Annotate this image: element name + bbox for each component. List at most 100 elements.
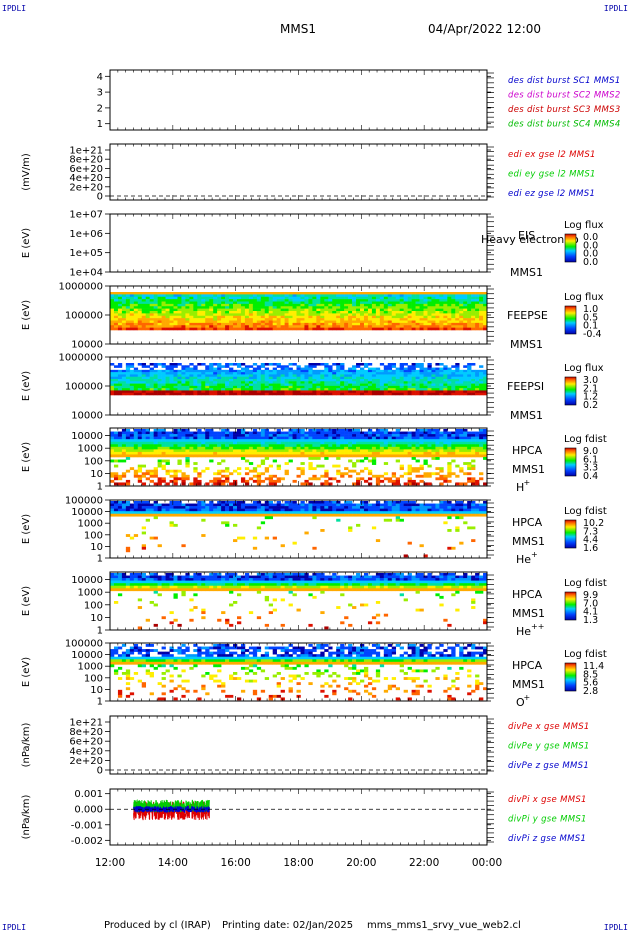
- heatmap-cell: [113, 318, 119, 321]
- heatmap-cell: [320, 372, 325, 375]
- heatmap-cell: [129, 388, 135, 391]
- heatmap-cell: [276, 464, 281, 468]
- heatmap-cell: [193, 385, 198, 389]
- heatmap-cell: [348, 292, 353, 295]
- heatmap-cell: [328, 322, 333, 326]
- heatmap-cell: [141, 363, 147, 366]
- heatmap-cell: [169, 508, 174, 512]
- heatmap-cell: [121, 385, 127, 389]
- heatmap-cell: [268, 388, 274, 391]
- heatmap-cell: [391, 299, 397, 302]
- heatmap-cell: [336, 294, 341, 298]
- heatmap-cell: [427, 439, 432, 443]
- heatmap-cell: [435, 429, 440, 432]
- heatmap-cell: [205, 318, 210, 321]
- heatmap-cell: [125, 327, 131, 331]
- heatmap-cell: [169, 431, 174, 435]
- heatmap-cell: [236, 294, 242, 298]
- heatmap-cell: [229, 311, 234, 314]
- heatmap-cell: [316, 318, 321, 321]
- heatmap-cell: [268, 308, 274, 312]
- heatmap-cell: [213, 446, 218, 450]
- heatmap-cell: [197, 313, 202, 317]
- heatmap-cell: [240, 376, 246, 380]
- heatmap-cell: [129, 376, 135, 380]
- heatmap-cell: [356, 365, 361, 368]
- heatmap-cell: [213, 388, 218, 391]
- heatmap-cell: [483, 311, 488, 314]
- heatmap-cell: [367, 301, 373, 305]
- heatmap-cell: [189, 367, 194, 371]
- heatmap-cell: [284, 372, 289, 375]
- heatmap-cell: [197, 381, 202, 384]
- heatmap-cell: [169, 434, 174, 437]
- heatmap-cell: [225, 308, 230, 312]
- heatmap-cell: [312, 434, 317, 437]
- heatmap-cell: [173, 320, 178, 324]
- heatmap-cell: [169, 503, 174, 507]
- heatmap-cell: [185, 434, 190, 437]
- heatmap-cell: [363, 318, 369, 321]
- heatmap-cell: [129, 311, 135, 314]
- heatmap-cell: [399, 322, 404, 326]
- heatmap-cell: [145, 374, 150, 378]
- heatmap-cell: [113, 436, 119, 440]
- heatmap-cell: [244, 385, 250, 389]
- heatmap-cell: [371, 449, 377, 453]
- heatmap-cell: [201, 372, 206, 375]
- heatmap-cell: [217, 434, 222, 437]
- heatmap-cell: [383, 454, 389, 458]
- heatmap-cell: [121, 513, 127, 517]
- heatmap-cell: [352, 376, 357, 380]
- heatmap-cell: [356, 385, 361, 389]
- heatmap-cell: [185, 367, 190, 371]
- heatmap-cell: [145, 477, 150, 481]
- heatmap-cell: [296, 318, 301, 321]
- heatmap-cell: [185, 464, 190, 468]
- heatmap-cell: [113, 513, 119, 517]
- heatmap-cell: [423, 313, 428, 317]
- heatmap-cell: [288, 296, 293, 300]
- heatmap-cell: [268, 474, 274, 478]
- heatmap-cell: [213, 441, 218, 445]
- heatmap-cell: [225, 311, 230, 314]
- y-tick-label: 0: [97, 192, 103, 203]
- heatmap-cell: [471, 301, 476, 305]
- heatmap-cell: [367, 469, 373, 473]
- heatmap-cell: [483, 376, 488, 380]
- heatmap-cell: [121, 311, 127, 314]
- heatmap-cell: [229, 325, 234, 328]
- heatmap-cell: [284, 313, 289, 317]
- heatmap-cell: [240, 436, 246, 440]
- heatmap-cell: [467, 451, 472, 455]
- heatmap-cell: [483, 392, 488, 396]
- heatmap-cell: [387, 296, 393, 300]
- heatmap-cell: [181, 474, 186, 478]
- heatmap-cell: [455, 369, 460, 373]
- heatmap-cell: [340, 446, 345, 450]
- heatmap-cell: [375, 381, 381, 384]
- heatmap-cell: [121, 320, 127, 324]
- heatmap-cell: [193, 306, 198, 309]
- heatmap-cell: [419, 434, 424, 437]
- heatmap-cell: [225, 320, 230, 324]
- heatmap-cell: [399, 372, 404, 375]
- heatmap-cell: [141, 511, 147, 515]
- heatmap-cell: [363, 454, 369, 458]
- heatmap-cell: [185, 325, 190, 328]
- heatmap-cell: [391, 369, 397, 373]
- heatmap-cell: [173, 383, 178, 387]
- heatmap-cell: [185, 381, 190, 384]
- heatmap-cell: [463, 439, 468, 443]
- heatmap-cell: [304, 385, 309, 389]
- heatmap-cell: [411, 479, 416, 483]
- heatmap-cell: [332, 301, 337, 305]
- heatmap-cell: [169, 325, 174, 328]
- heatmap-cell: [391, 322, 397, 326]
- heatmap-cell: [427, 301, 432, 305]
- heatmap-cell: [141, 444, 147, 448]
- heatmap-cell: [348, 322, 353, 326]
- heatmap-cell: [256, 327, 262, 331]
- heatmap-cell: [336, 479, 341, 483]
- heatmap-cell: [125, 451, 131, 455]
